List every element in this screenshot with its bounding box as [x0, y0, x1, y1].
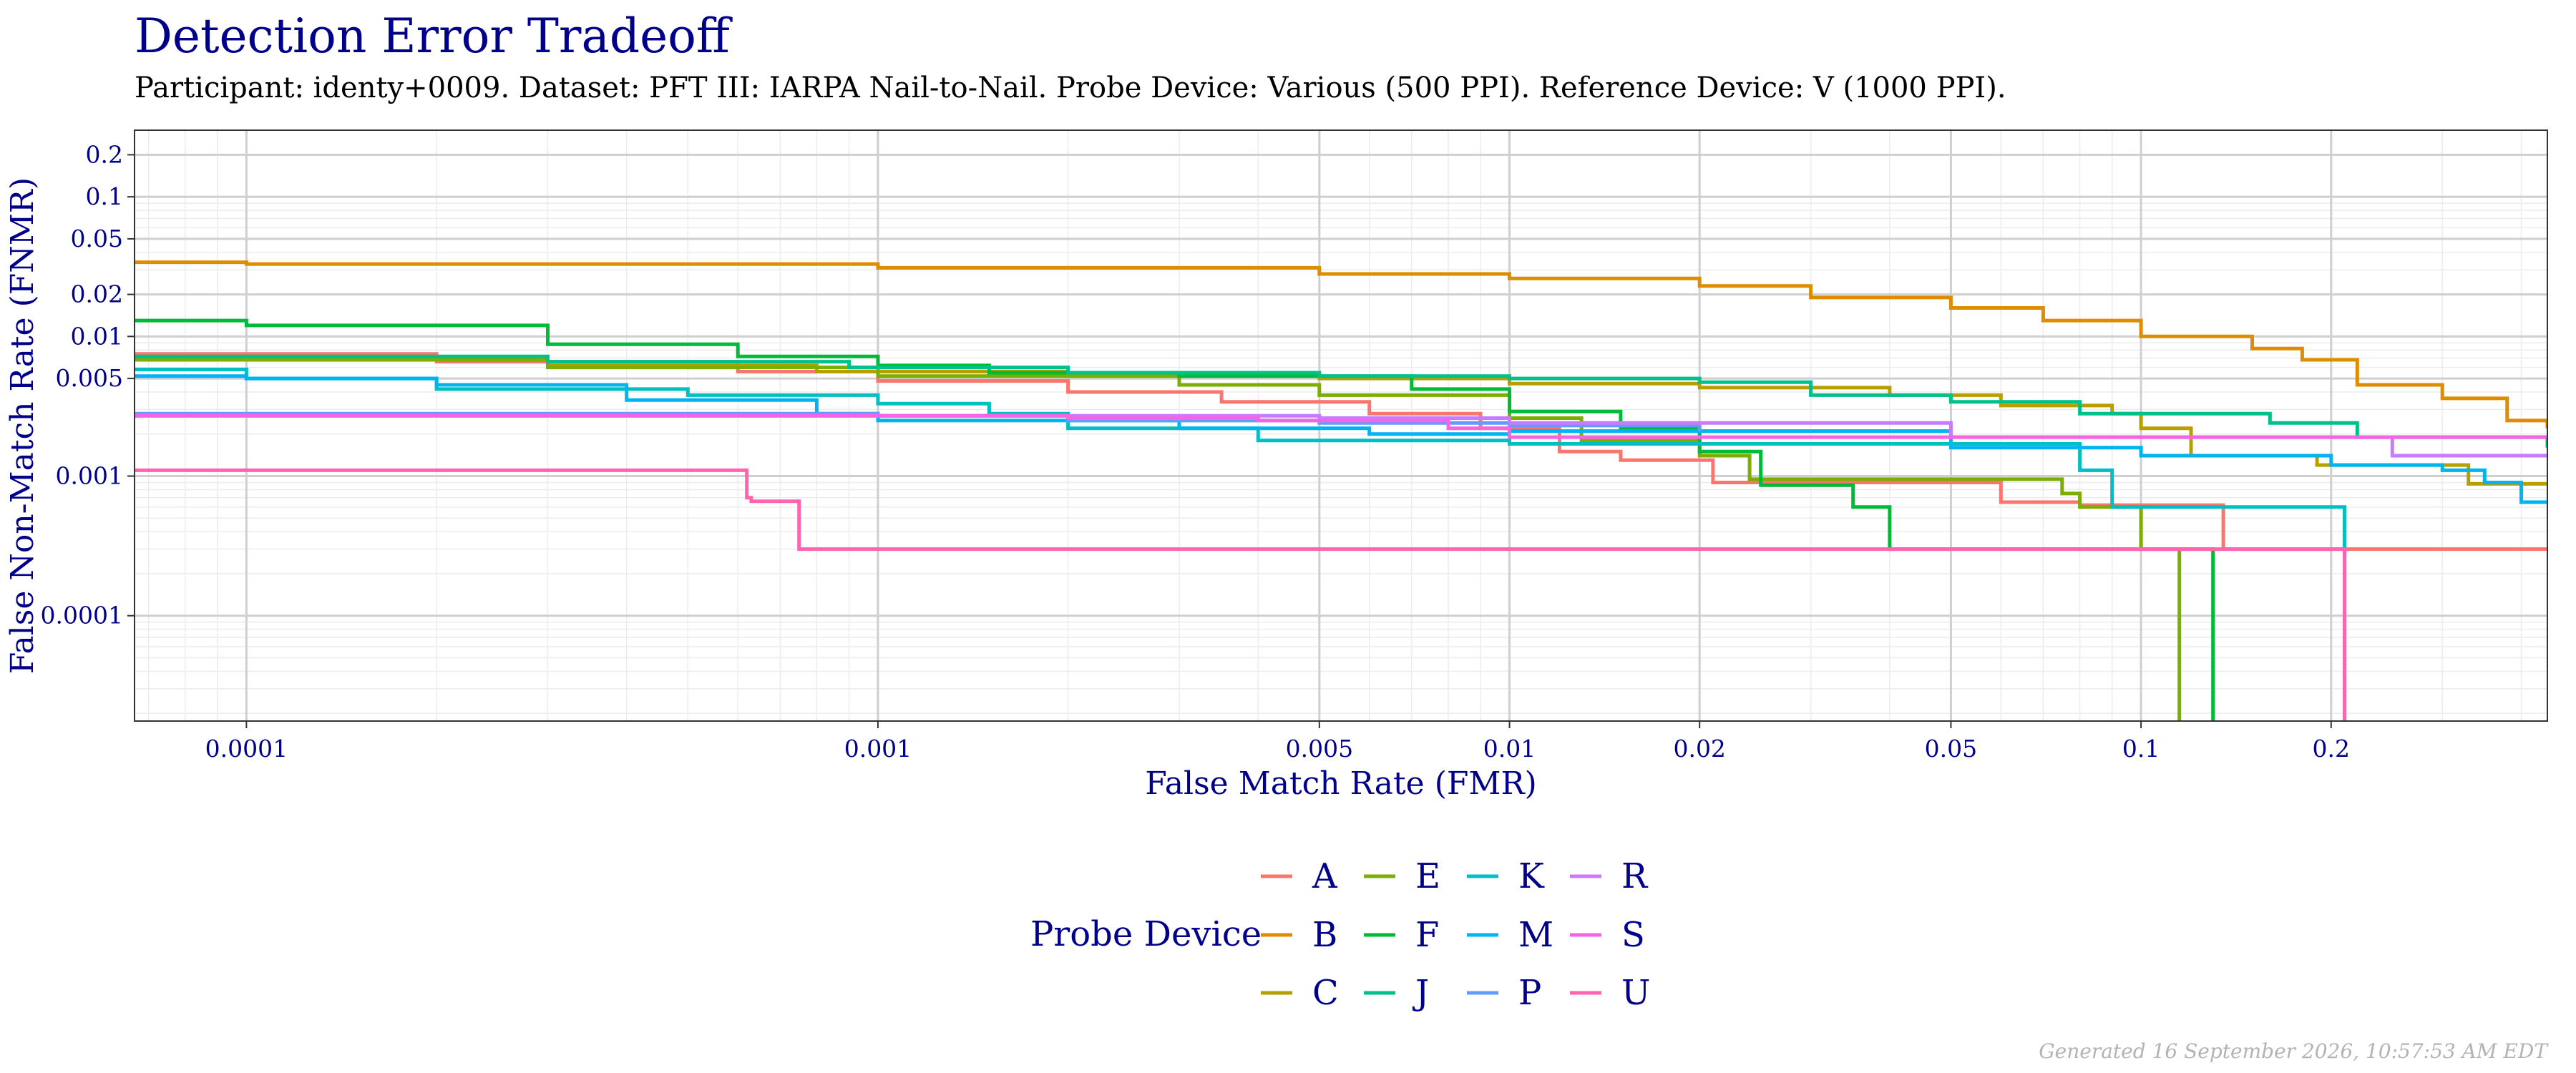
- y-tick-label: 0.1: [86, 182, 123, 210]
- x-tick-label: 0.02: [1673, 735, 1725, 763]
- chart-subtitle: Participant: identy+0009. Dataset: PFT I…: [135, 72, 2006, 104]
- legend-label-c: C: [1312, 973, 1339, 1013]
- y-tick-label: 0.005: [56, 364, 123, 392]
- chart-title: Detection Error Tradeoff: [135, 9, 730, 64]
- legend-label-e: E: [1415, 856, 1440, 896]
- legend-label-j: J: [1412, 973, 1429, 1013]
- series-line-b: [135, 260, 2547, 428]
- legend-label-a: A: [1312, 856, 1338, 896]
- legend: Probe Device ABC EFJ KMP RSU: [1030, 856, 1650, 1013]
- x-axis-title: False Match Rate (FMR): [1145, 765, 1537, 802]
- series-line-r: [135, 413, 2547, 458]
- legend-label-k: K: [1518, 856, 1545, 896]
- x-tick-label: 0.0001: [205, 735, 288, 763]
- y-tick-label: 0.05: [71, 225, 123, 253]
- generated-timestamp: Generated 16 September 2026, 10:57:53 AM…: [2039, 1039, 2547, 1063]
- legend-label-p: P: [1518, 973, 1541, 1013]
- series-line-s: [135, 413, 2547, 439]
- x-tick-label: 0.1: [2122, 735, 2160, 763]
- series-line-e: [135, 358, 2182, 721]
- y-axis-title: False Non-Match Rate (FNMR): [4, 177, 41, 674]
- y-tick-label: 0.0001: [41, 602, 123, 629]
- y-tick-label: 0.001: [56, 462, 123, 490]
- series-line-u: [135, 468, 2346, 721]
- series-line-j: [135, 354, 2547, 448]
- legend-title: Probe Device: [1030, 914, 1262, 954]
- x-axis-ticks: 0.0001 0.001 0.005 0.01 0.02 0.05 0.1 0.2: [205, 721, 2350, 763]
- legend-label-b: B: [1312, 915, 1337, 955]
- legend-label-m: M: [1518, 915, 1553, 955]
- legend-label-u: U: [1621, 973, 1650, 1013]
- y-tick-label: 0.01: [71, 322, 123, 350]
- x-tick-label: 0.005: [1286, 735, 1353, 763]
- series-line-f: [135, 318, 2215, 721]
- x-tick-label: 0.001: [844, 735, 912, 763]
- x-tick-label: 0.01: [1483, 735, 1536, 763]
- series-lines: [135, 260, 2547, 721]
- plot-border: [134, 129, 2548, 722]
- x-tick-label: 0.2: [2313, 735, 2350, 763]
- legend-label-r: R: [1621, 856, 1649, 896]
- y-tick-label: 0.2: [86, 140, 123, 168]
- legend-label-s: S: [1621, 915, 1645, 955]
- y-axis-ticks: 0.0001 0.001 0.005 0.01 0.02 0.05 0.1 0.2: [41, 140, 135, 629]
- x-tick-label: 0.05: [1925, 735, 1977, 763]
- legend-label-f: F: [1415, 915, 1439, 955]
- y-tick-label: 0.02: [71, 280, 123, 308]
- series-line-k: [135, 368, 2346, 721]
